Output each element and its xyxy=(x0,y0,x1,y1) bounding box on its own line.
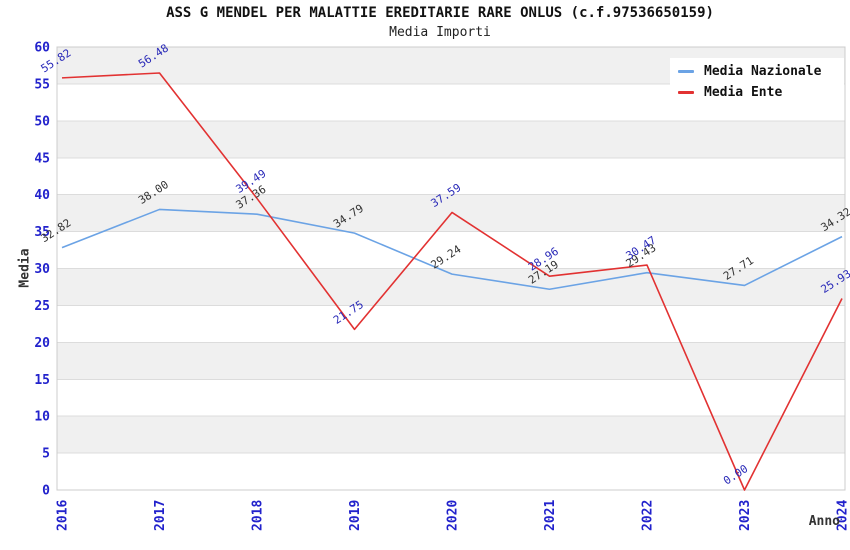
plot-band xyxy=(57,416,845,454)
series-line-media-nazionale xyxy=(61,208,843,291)
x-tick-label: 2021 xyxy=(543,500,558,531)
legend-item-media-ente: Media Ente xyxy=(678,85,844,100)
y-tick-label: 40 xyxy=(34,188,50,203)
x-tick-label: 2023 xyxy=(738,500,753,531)
y-tick-label: 30 xyxy=(34,262,50,277)
x-tick-label: 2020 xyxy=(446,500,461,531)
y-tick-label: 55 xyxy=(34,77,50,92)
legend-swatch-media-ente xyxy=(678,90,694,94)
y-tick-label: 45 xyxy=(34,151,50,166)
x-tick-label: 2024 xyxy=(836,500,850,531)
series-line-media-ente xyxy=(61,72,843,491)
chart-title: ASS G MENDEL PER MALATTIE EREDITARIE RAR… xyxy=(166,5,714,21)
legend: Media Nazionale Media Ente xyxy=(670,58,844,105)
value-label: 0.00 xyxy=(721,462,750,487)
legend-label-media-ente: Media Ente xyxy=(704,84,783,100)
x-tick-label: 2022 xyxy=(641,500,656,531)
legend-label-media-nazionale: Media Nazionale xyxy=(704,63,822,79)
legend-swatch-media-nazionale xyxy=(678,69,694,73)
plot-band xyxy=(57,268,845,306)
x-axis-label: Anno xyxy=(808,514,840,529)
y-tick-label: 60 xyxy=(34,41,50,56)
y-tick-label: 50 xyxy=(34,114,50,129)
plot-band xyxy=(57,120,845,158)
value-label: 29.24 xyxy=(429,242,464,271)
y-tick-label: 35 xyxy=(34,225,50,240)
y-tick-label: 20 xyxy=(34,336,50,351)
chart-subtitle: Media Importi xyxy=(389,25,491,40)
x-tick-label: 2018 xyxy=(251,500,266,531)
y-tick-label: 5 xyxy=(42,447,50,462)
legend-item-media-nazionale: Media Nazionale xyxy=(678,64,844,79)
plot-band xyxy=(57,342,845,380)
y-tick-label: 25 xyxy=(34,299,50,314)
y-tick-label: 0 xyxy=(42,484,50,499)
plot-border xyxy=(56,46,846,491)
y-tick-label: 10 xyxy=(34,410,50,425)
x-tick-label: 2017 xyxy=(153,500,168,531)
x-tick-label: 2019 xyxy=(348,500,363,531)
y-axis-label: Media xyxy=(17,248,33,288)
y-tick-label: 15 xyxy=(34,373,50,388)
x-tick-label: 2016 xyxy=(56,500,71,531)
